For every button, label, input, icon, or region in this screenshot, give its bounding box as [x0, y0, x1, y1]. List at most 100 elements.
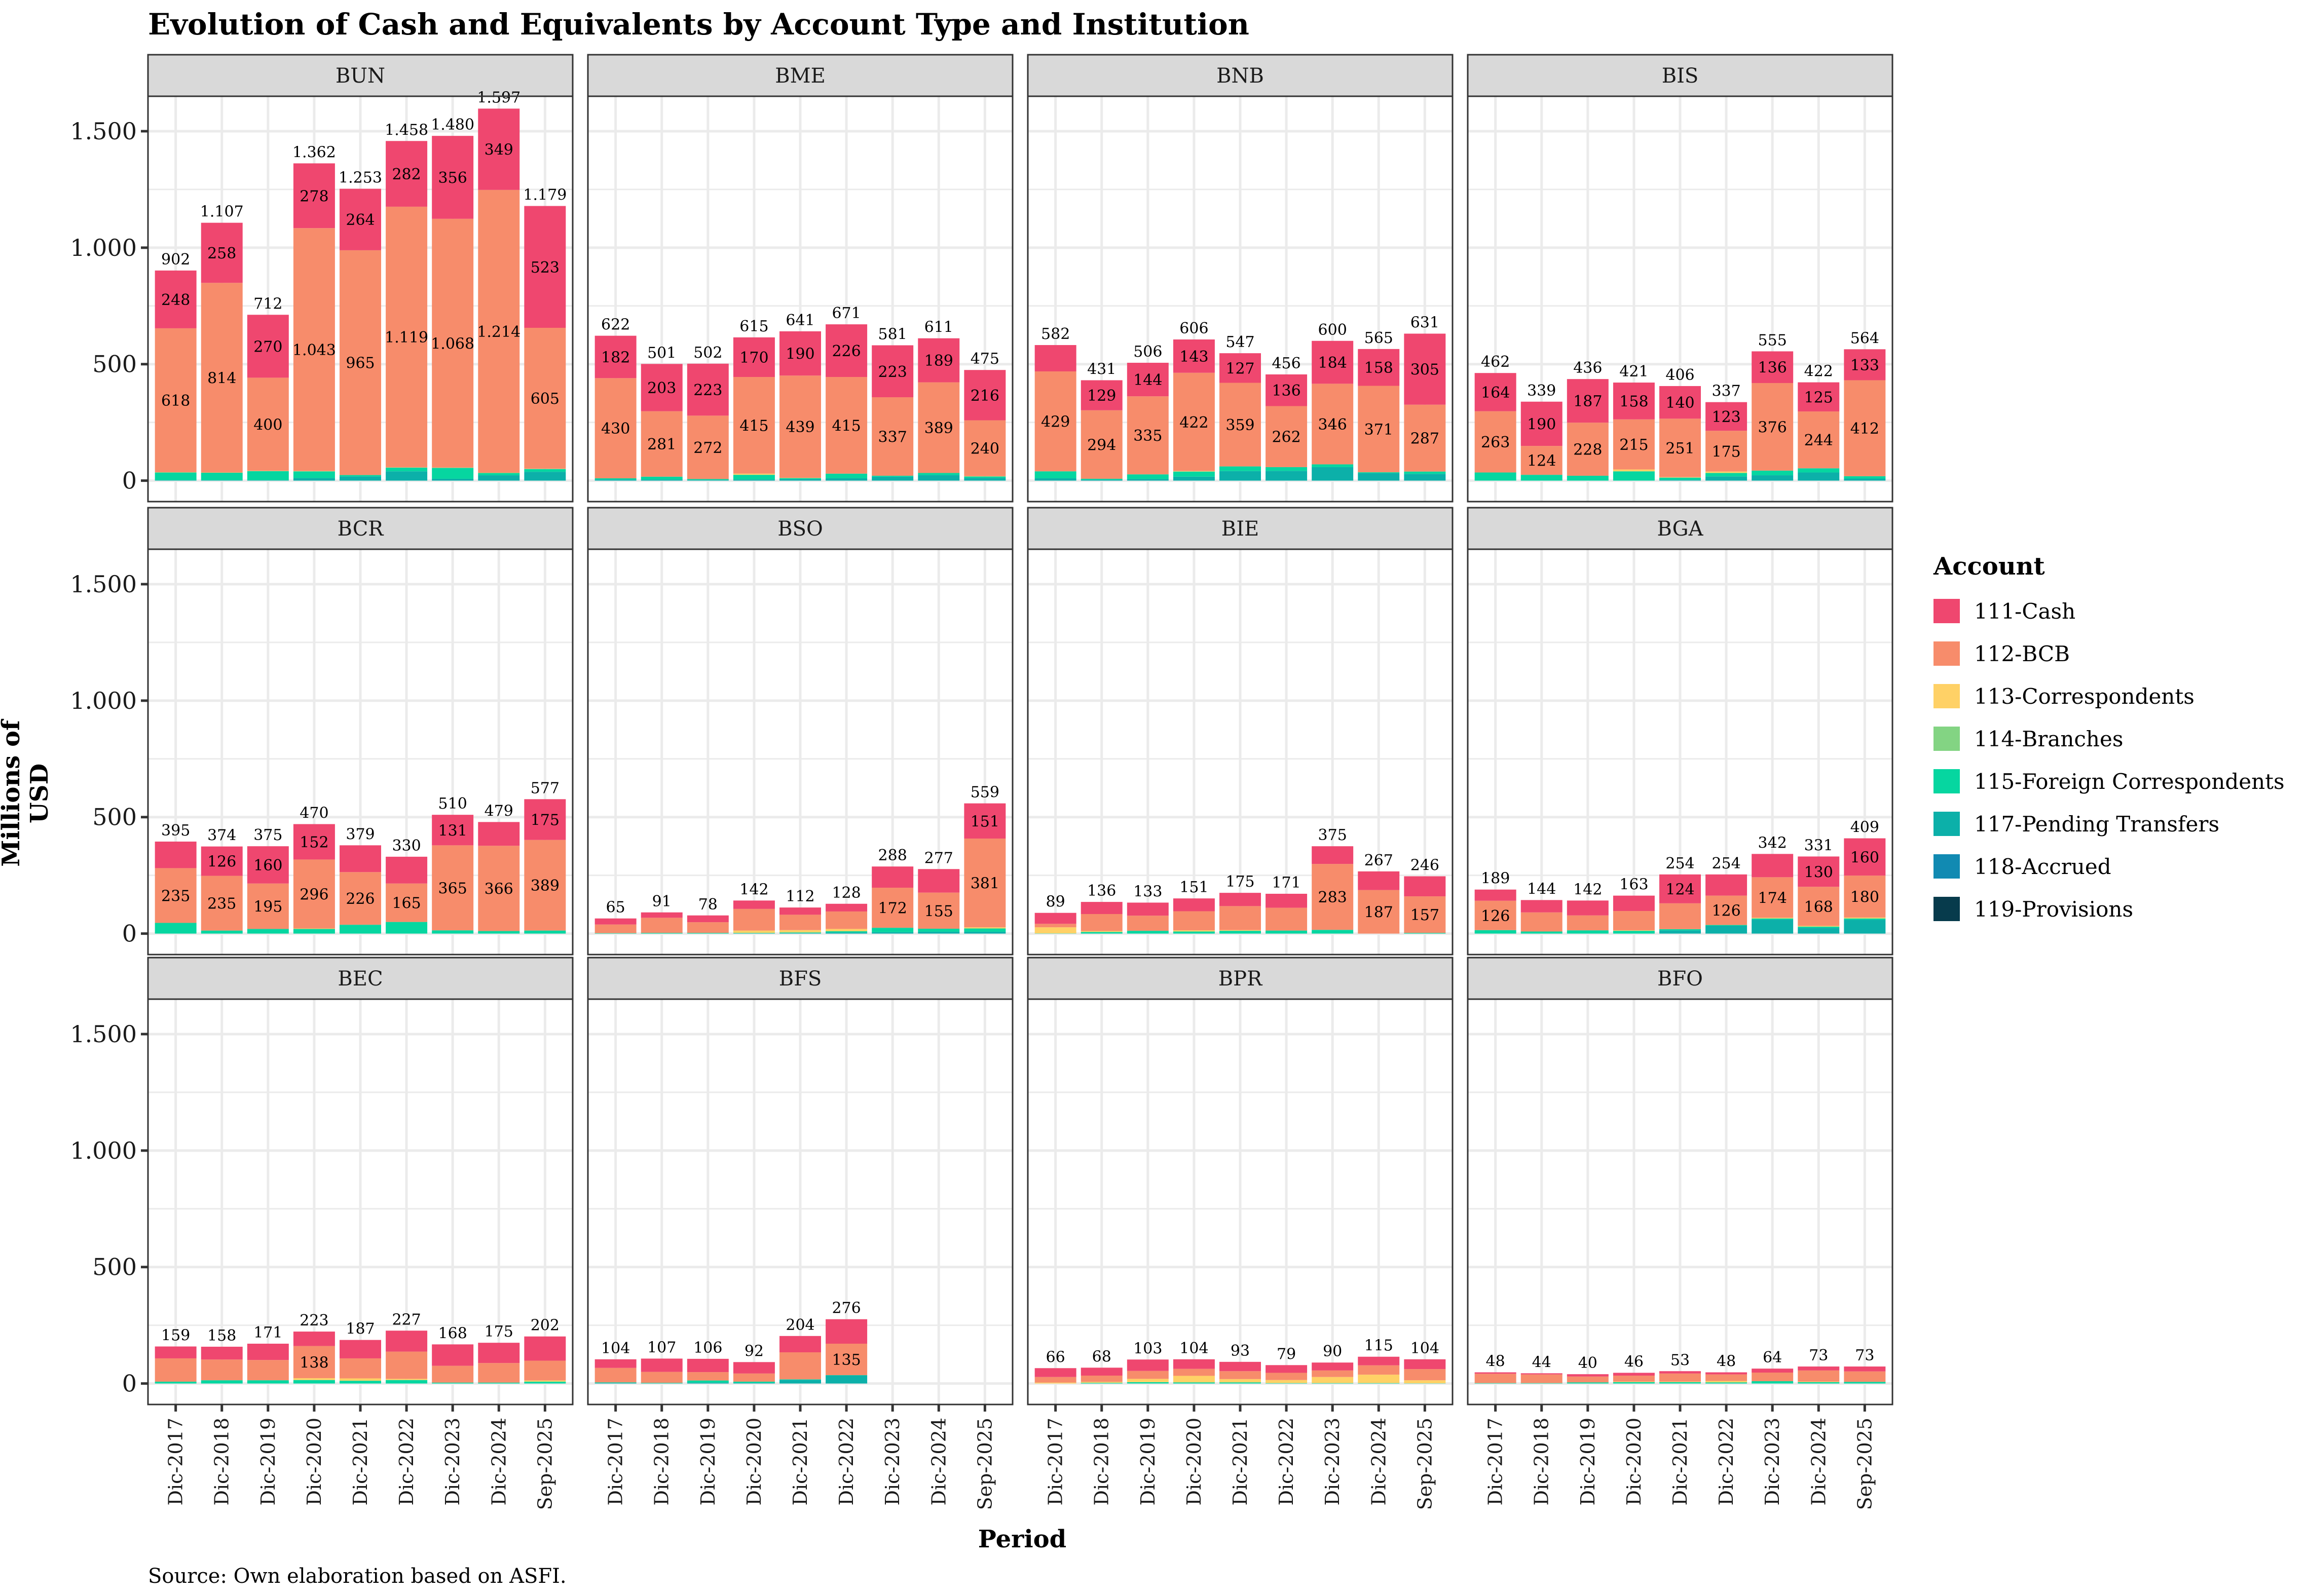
bar-segment-115 — [1567, 930, 1609, 934]
segment-value-label: 124 — [1665, 881, 1694, 898]
bar-segment-117 — [826, 1375, 868, 1384]
bar-total-label: 112 — [786, 888, 814, 905]
segment-value-label: 168 — [1804, 898, 1833, 916]
segment-value-label: 157 — [1410, 906, 1439, 924]
bar-segment-111 — [1219, 893, 1261, 906]
bar-segment-111 — [1798, 856, 1840, 887]
segment-value-label: 129 — [1087, 387, 1116, 405]
y-tick-label: 1.000 — [70, 687, 137, 714]
bar-segment-113 — [293, 1378, 335, 1380]
bar-total-label: 163 — [1619, 876, 1648, 894]
bar-total-label: 65 — [606, 899, 625, 917]
bar-total-label: 133 — [1133, 883, 1162, 900]
bar-segment-117 — [1127, 479, 1169, 481]
bar-segment-115 — [1127, 474, 1169, 479]
bar-segment-115 — [386, 922, 428, 934]
x-tick-label: Dic-2021 — [1229, 1418, 1251, 1505]
bar-segment-111 — [1312, 846, 1354, 864]
bar-segment-112 — [1520, 446, 1563, 475]
bar-total-label: 631 — [1410, 314, 1439, 332]
legend-label: 114-Branches — [1974, 726, 2124, 751]
bar-segment-111 — [478, 108, 520, 190]
bar-segment-115 — [293, 1380, 335, 1384]
bar-segment-115 — [1219, 466, 1261, 471]
bar-segment-117 — [1798, 472, 1840, 481]
legend-swatch — [1933, 641, 1960, 666]
segment-value-label: 283 — [1318, 889, 1347, 906]
segment-value-label: 138 — [300, 1354, 328, 1372]
x-tick-label: Dic-2023 — [441, 1418, 464, 1505]
segment-value-label: 366 — [485, 880, 513, 898]
bar-total-label: 46 — [1624, 1353, 1644, 1371]
bar-total-label: 189 — [1481, 870, 1510, 888]
bar-segment-111 — [1474, 889, 1516, 901]
bar-segment-111 — [340, 188, 381, 250]
x-tick-label: Dic-2022 — [1275, 1418, 1297, 1505]
bar-total-label: 104 — [601, 1340, 630, 1357]
bar-segment-112 — [524, 840, 566, 931]
bar-segment-113 — [524, 1380, 566, 1382]
bar-segment-111 — [1127, 362, 1169, 397]
bar-segment-117 — [641, 479, 683, 481]
bar-total-label: 470 — [300, 805, 328, 822]
bar-total-label: 91 — [652, 893, 672, 910]
bar-segment-112 — [1659, 903, 1701, 929]
bar-segment-115 — [201, 1380, 243, 1384]
segment-value-label: 523 — [531, 259, 560, 277]
segment-value-label: 189 — [924, 352, 953, 370]
bar-segment-115 — [386, 1380, 428, 1384]
x-tick-label: Dic-2018 — [651, 1418, 673, 1505]
segment-value-label: 165 — [392, 895, 421, 913]
bar-total-label: 479 — [485, 802, 513, 820]
segment-value-label: 223 — [693, 382, 722, 399]
bar-segment-112 — [340, 1358, 381, 1379]
bar-total-label: 581 — [878, 325, 907, 343]
bar-total-label: 48 — [1486, 1353, 1505, 1371]
bar-segment-115 — [918, 473, 960, 475]
bar-segment-111 — [1173, 339, 1215, 373]
x-tick-label: Dic-2017 — [1045, 1418, 1067, 1505]
bar-segment-112 — [1358, 890, 1400, 934]
bar-segment-113 — [779, 930, 821, 933]
bar-segment-117 — [872, 476, 914, 481]
bar-total-label: 409 — [1850, 819, 1879, 837]
bar-segment-115 — [478, 931, 520, 934]
bar-segment-112 — [1613, 1375, 1655, 1382]
bar-segment-115 — [524, 930, 566, 934]
bar-total-label: 641 — [786, 312, 814, 329]
bar-segment-111 — [247, 315, 289, 378]
bar-segment-112 — [432, 845, 474, 931]
bar-segment-111 — [1567, 900, 1609, 916]
bar-segment-112 — [1127, 916, 1169, 931]
bar-segment-112 — [155, 1358, 197, 1382]
bar-segment-111 — [201, 846, 243, 876]
bar-segment-117 — [1844, 478, 1886, 481]
bar-segment-115 — [594, 933, 637, 934]
bar-segment-115 — [247, 471, 289, 480]
bar-segment-117 — [687, 1382, 729, 1384]
bar-segment-111 — [386, 1331, 428, 1352]
segment-value-label: 415 — [739, 417, 768, 435]
facet-panel-bcr: BCR 235 395 235 126 374 195 160 375 296 152 470 226 3… — [70, 507, 574, 956]
segment-value-label: 422 — [1179, 414, 1208, 432]
bar-segment-115 — [524, 1381, 566, 1384]
bar-segment-115 — [1798, 926, 1840, 928]
bar-segment-112 — [1312, 864, 1354, 930]
facet-strip — [1467, 957, 1893, 1000]
bar-segment-111 — [1520, 1373, 1563, 1375]
bar-segment-115 — [432, 1382, 474, 1384]
segment-value-label: 337 — [878, 428, 907, 446]
bar-segment-113 — [1705, 471, 1747, 473]
bar-segment-111 — [1404, 876, 1446, 897]
bar-segment-113 — [1404, 1380, 1446, 1384]
y-tick-label: 1.000 — [70, 1137, 137, 1164]
bar-total-label: 555 — [1758, 331, 1787, 349]
segment-value-label: 282 — [392, 166, 421, 183]
facet-panel-bnb: BNB 429 582 294 129 431 335 144 506 422 143 606 359 1… — [1027, 54, 1454, 503]
bar-segment-117 — [478, 475, 520, 481]
bar-total-label: 671 — [832, 305, 861, 322]
bar-total-label: 202 — [531, 1317, 560, 1335]
segment-value-label: 130 — [1804, 863, 1833, 881]
bar-segment-115 — [1659, 477, 1701, 480]
bar-segment-112 — [293, 228, 335, 471]
